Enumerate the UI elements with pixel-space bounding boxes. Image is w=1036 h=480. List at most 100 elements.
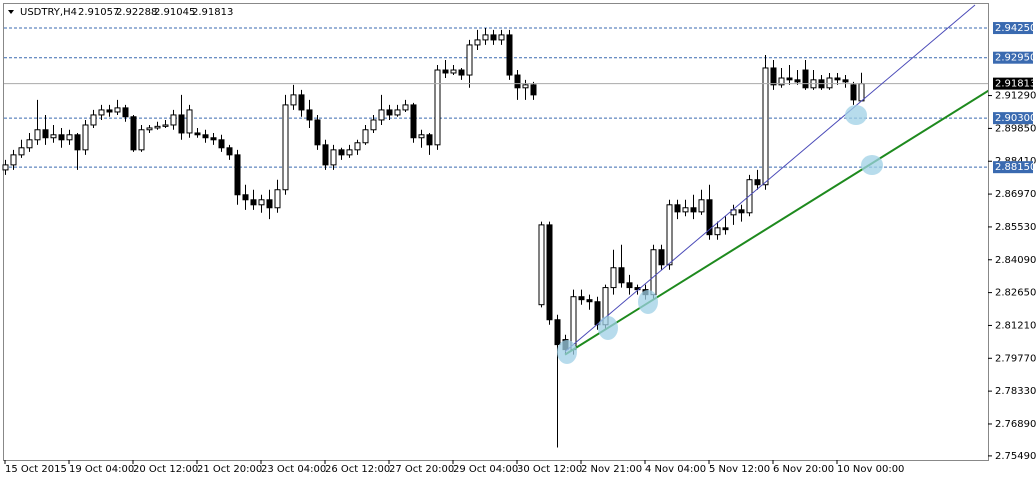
- candle-body: [514, 74, 521, 89]
- candle-body: [370, 119, 377, 131]
- ohlc-high: 2.92288: [116, 7, 157, 18]
- y-tick-label: 2.81210: [995, 320, 1036, 331]
- candle-body: [722, 227, 729, 231]
- candle-body: [578, 296, 585, 301]
- candle-body: [378, 109, 385, 121]
- level-label-box: [993, 22, 1033, 35]
- x-tick-label: 2 Nov 21:00: [581, 464, 642, 475]
- x-tick-label: 21 Oct 20:00: [197, 464, 262, 475]
- candle-body: [146, 127, 153, 131]
- ohlc-open: 2.91057: [78, 7, 119, 18]
- candle-body: [26, 139, 33, 149]
- candle-body: [538, 224, 545, 306]
- candle-body: [826, 77, 833, 89]
- candle-body: [98, 109, 105, 116]
- level-label: 2.88150: [995, 162, 1036, 173]
- x-tick-label: 27 Oct 20:00: [389, 464, 454, 475]
- candle-body: [74, 134, 81, 151]
- candle-body: [802, 69, 809, 89]
- candle-body: [234, 154, 241, 196]
- candle-body: [42, 129, 49, 139]
- candle-body: [522, 84, 529, 89]
- candle-body: [506, 34, 513, 76]
- candle-body: [18, 147, 25, 156]
- candle-body: [346, 149, 353, 156]
- candle-body: [786, 77, 793, 81]
- candle-body: [682, 207, 689, 213]
- level-label-box: [993, 161, 1033, 174]
- level-label: 2.90300: [995, 113, 1036, 124]
- candle-body: [546, 224, 553, 321]
- candle-body: [594, 301, 601, 326]
- candle-body: [122, 107, 129, 118]
- candle-body: [674, 204, 681, 213]
- y-tick-label: 2.79770: [995, 353, 1036, 364]
- ohlc-close: 2.91813: [192, 7, 233, 18]
- plot: [2, 4, 988, 448]
- candle-body: [626, 282, 633, 289]
- x-tick-label: 10 Nov 00:00: [837, 464, 904, 475]
- candle-body: [490, 34, 497, 41]
- candle-body: [474, 39, 481, 46]
- candle-body: [466, 44, 473, 76]
- candle-body: [202, 134, 209, 139]
- candle-body: [266, 199, 273, 209]
- ohlc-low: 2.91045: [154, 7, 195, 18]
- x-tick-label: 20 Oct 12:00: [133, 464, 198, 475]
- candle-body: [666, 204, 673, 266]
- highlight: [598, 316, 618, 340]
- trendline: [564, 89, 988, 356]
- candle-body: [530, 84, 537, 96]
- candle-body: [154, 125, 161, 129]
- candle-body: [850, 84, 857, 101]
- level-label: 2.94250: [995, 23, 1036, 34]
- candle-body: [210, 137, 217, 141]
- candle-body: [274, 189, 281, 209]
- candle-body: [82, 124, 89, 151]
- candle-body: [706, 199, 713, 236]
- candle-body: [330, 149, 337, 166]
- highlight: [861, 155, 883, 175]
- candle-body: [410, 104, 417, 139]
- y-tick-label: 2.86970: [995, 189, 1036, 200]
- menu-arrow[interactable]: [8, 10, 14, 14]
- candle-body: [34, 129, 41, 141]
- chart-title: USDTRY,H4: [20, 7, 77, 18]
- candle-body: [354, 142, 361, 151]
- candle-body: [90, 114, 97, 126]
- candle-body: [186, 109, 193, 134]
- candle-body: [610, 267, 617, 289]
- candle-body: [450, 69, 457, 74]
- candle-body: [650, 249, 657, 296]
- candle-body: [458, 69, 465, 76]
- candle-body: [50, 134, 57, 139]
- x-tick-label: 23 Oct 04:00: [261, 464, 326, 475]
- x-tick-label: 19 Oct 04:00: [69, 464, 134, 475]
- x-tick-label: 5 Nov 12:00: [709, 464, 770, 475]
- level-label-box: [993, 51, 1033, 64]
- candle-body: [498, 34, 505, 41]
- x-tick-label: 15 Oct 2015: [5, 464, 67, 475]
- y-tick-label: 2.85530: [995, 222, 1036, 233]
- candle-body: [794, 79, 801, 83]
- candle-body: [2, 164, 9, 171]
- candle-body: [242, 194, 249, 201]
- candle-body: [754, 179, 761, 186]
- candle-body: [738, 209, 745, 214]
- candle-body: [138, 129, 145, 151]
- candle-body: [834, 77, 841, 81]
- candle-body: [762, 67, 769, 186]
- x-tick-label: 30 Oct 12:00: [517, 464, 582, 475]
- candle-body: [162, 124, 169, 127]
- highlight: [557, 340, 577, 364]
- candle-body: [226, 147, 233, 156]
- level-label: 2.92950: [995, 53, 1036, 64]
- candle-body: [402, 104, 409, 111]
- highlight: [638, 290, 658, 314]
- axis: 2.912902.898502.884102.869702.855302.840…: [4, 22, 1036, 475]
- candle-body: [586, 299, 593, 303]
- candle-body: [58, 134, 65, 141]
- candle-body: [842, 79, 849, 83]
- candle-body: [10, 154, 17, 166]
